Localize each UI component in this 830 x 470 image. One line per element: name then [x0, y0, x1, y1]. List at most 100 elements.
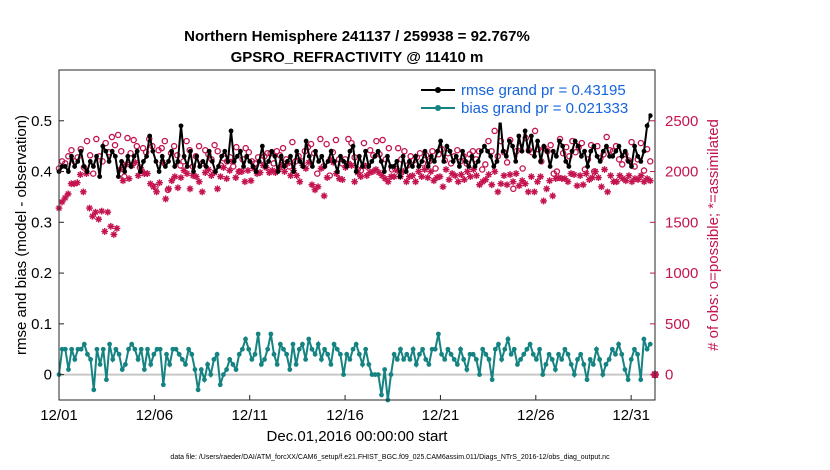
assimilated-point [622, 177, 630, 185]
bias-point [511, 346, 517, 352]
bias-point [265, 346, 271, 352]
rmse-point [122, 169, 128, 174]
bias-point [546, 351, 552, 357]
assimilated-point [232, 174, 240, 182]
assimilated-point [265, 169, 273, 176]
possible-point [432, 165, 439, 172]
rmse-point [116, 174, 121, 180]
rmse-point [313, 148, 318, 154]
bias-point [344, 351, 350, 357]
assimilated-point [192, 173, 200, 181]
assimilated-point [308, 181, 316, 189]
bias-point [568, 362, 574, 367]
rmse-point [403, 169, 409, 174]
bias-point [309, 346, 315, 352]
possible-point [245, 148, 253, 156]
rmse-point [172, 164, 178, 169]
rmse-point [87, 158, 93, 164]
assimilated-point [604, 188, 611, 196]
rmse-point [494, 158, 500, 164]
assimilated-point [363, 172, 371, 179]
bias-point [647, 341, 653, 347]
bias-point [337, 351, 343, 357]
possible-point [553, 168, 561, 175]
rmse-point [225, 158, 231, 164]
rmse-point [103, 148, 109, 154]
bias-point [284, 351, 290, 357]
rmse-point [563, 158, 569, 164]
assimilated-point [70, 180, 78, 188]
bias-point [423, 356, 429, 362]
rmse-point [197, 164, 203, 169]
assimilated-point [302, 165, 310, 172]
bias-point [537, 346, 542, 352]
assimilated-point [217, 173, 224, 181]
rmse-point [184, 164, 190, 169]
rmse-point [284, 158, 290, 164]
bias-point [366, 362, 372, 367]
assimilated-point [555, 174, 563, 182]
bias-point [113, 346, 119, 352]
rmse-point [435, 148, 440, 154]
bias-point [230, 362, 236, 367]
bias-point [480, 346, 486, 352]
assimilated-point [147, 180, 154, 188]
rmse-point [444, 143, 450, 149]
assimilated-point [89, 212, 96, 220]
assimilated-point [503, 181, 511, 189]
assimilated-point [113, 225, 121, 232]
bias-point [138, 346, 144, 352]
possible-point [111, 141, 119, 149]
bias-point [473, 356, 479, 362]
assimilated-point [491, 168, 499, 175]
assimilated-point [311, 186, 319, 194]
assimilated-point [524, 188, 532, 196]
possible-point [373, 137, 380, 145]
bias-point [353, 341, 359, 347]
rmse-point [256, 158, 262, 164]
rmse-point [175, 158, 181, 164]
legend-rmse-label: rmse grand pr = 0.43195 [461, 82, 626, 99]
rmse-point [463, 158, 469, 164]
assimilated-point [430, 177, 438, 185]
rmse-point [594, 153, 600, 159]
rmse-point [428, 153, 434, 159]
bias-point [69, 346, 75, 352]
bias-point [616, 341, 622, 347]
rmse-point [466, 164, 472, 169]
bias-point [483, 351, 489, 357]
rmse-point [131, 153, 137, 159]
assimilated-point [162, 195, 170, 203]
bias-point [575, 356, 580, 362]
assimilated-point [79, 188, 87, 196]
possible-point [230, 163, 237, 170]
assimilated-point [616, 172, 624, 179]
possible-point [121, 173, 128, 180]
rmse-point [522, 128, 528, 134]
assimilated-point [259, 162, 267, 169]
possible-point [503, 159, 511, 166]
bias-point [382, 367, 388, 372]
rmse-point [457, 164, 462, 169]
bias-point [464, 367, 470, 372]
rmse-point [191, 169, 196, 174]
assimilated-point [540, 197, 547, 205]
assimilated-point [247, 177, 255, 185]
assimilated-point [576, 172, 584, 179]
bias-point [179, 356, 185, 362]
rmse-point [579, 153, 584, 159]
bias-point [62, 346, 68, 352]
assimilated-point [588, 174, 596, 182]
assimilated-point [110, 231, 118, 238]
rmse-point [381, 169, 387, 174]
rmse-point [616, 143, 622, 149]
assimilated-point [409, 172, 416, 179]
bias-point [496, 341, 501, 347]
rmse-point [394, 158, 400, 164]
footnote: data file: /Users/raeder/DAI/ATM_forcXX/… [170, 454, 610, 461]
rmse-point [97, 174, 103, 180]
rmse-point [200, 158, 206, 164]
assimilated-point [61, 194, 69, 202]
bias-point [524, 346, 530, 352]
assimilated-point [424, 174, 432, 182]
